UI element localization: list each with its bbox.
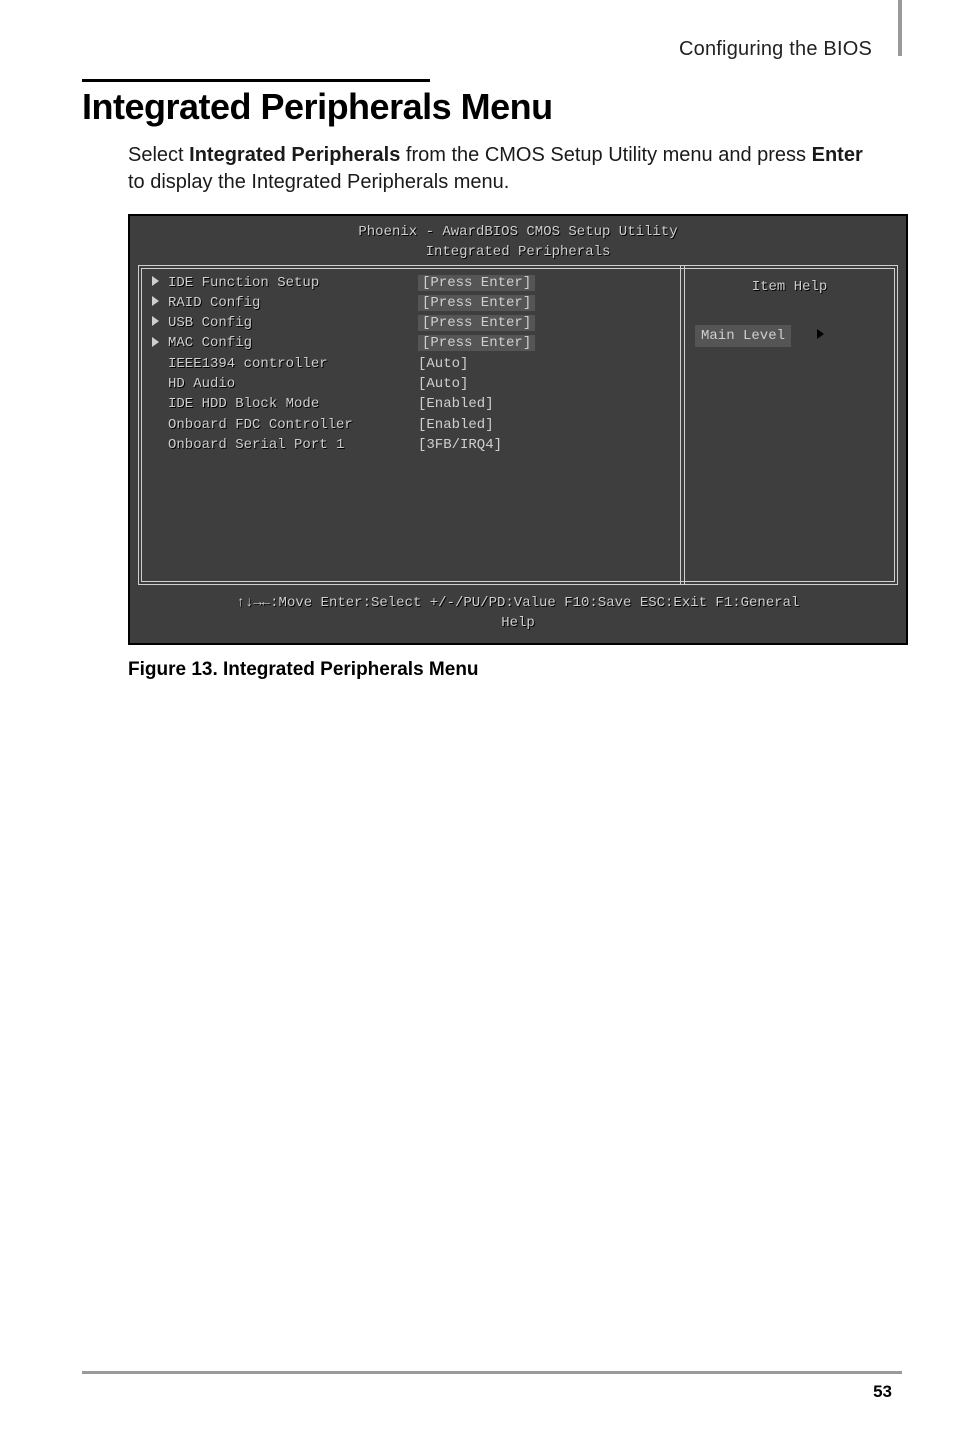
bios-row: Onboard FDC Controller[Enabled] (152, 415, 670, 435)
title-rule (82, 79, 430, 82)
bios-row: RAID Config[Press Enter] (152, 293, 670, 313)
bios-row-value: [Press Enter] (418, 333, 670, 353)
bios-row-label: IDE Function Setup (168, 273, 418, 293)
bios-title-line2: Integrated Peripherals (130, 242, 906, 262)
page: Configuring the BIOS Integrated Peripher… (0, 0, 954, 1432)
intro-text-pre: Select (128, 144, 189, 166)
footer-rule (82, 1371, 902, 1374)
bios-row-label: MAC Config (168, 333, 418, 353)
intro-text-mid: from the CMOS Setup Utility menu and pre… (400, 144, 811, 166)
bios-row-value: [Press Enter] (418, 273, 670, 293)
bios-footer-line2: Help (130, 613, 906, 633)
bios-row: USB Config[Press Enter] (152, 313, 670, 333)
bios-row-arrow (152, 293, 168, 313)
bios-row-arrow (152, 394, 168, 414)
bios-help-pane: Item Help Main Level (680, 265, 898, 585)
bios-row: IDE Function Setup[Press Enter] (152, 273, 670, 293)
triangle-right-icon (152, 296, 159, 306)
chevron-right-icon (817, 329, 824, 339)
bios-row-arrow (152, 435, 168, 455)
bios-row: HD Audio[Auto] (152, 374, 670, 394)
bios-row-value: [Enabled] (418, 415, 670, 435)
bios-row-label: USB Config (168, 313, 418, 333)
bios-row-value: [Auto] (418, 354, 670, 374)
bios-row: IDE HDD Block Mode[Enabled] (152, 394, 670, 414)
bios-row-value: [Auto] (418, 374, 670, 394)
bios-row-arrow (152, 313, 168, 333)
bios-frame: IDE Function Setup[Press Enter]RAID Conf… (138, 265, 898, 585)
figure-caption: Figure 13. Integrated Peripherals Menu (128, 659, 872, 681)
intro-bold-2: Enter (812, 144, 863, 166)
bios-item-help-title: Item Help (691, 277, 888, 297)
bios-row-value: [3FB/IRQ4] (418, 435, 670, 455)
bios-row-value: [Enabled] (418, 394, 670, 414)
bios-footer-line1: ↑↓→←:Move Enter:Select +/-/PU/PD:Value F… (130, 593, 906, 613)
intro-paragraph: Select Integrated Peripherals from the C… (128, 142, 872, 196)
triangle-right-icon (152, 316, 159, 326)
bios-left-pane: IDE Function Setup[Press Enter]RAID Conf… (138, 265, 680, 585)
section-header: Configuring the BIOS (82, 38, 872, 61)
bios-main-level-label: Main Level (695, 325, 791, 347)
page-title: Integrated Peripherals Menu (82, 86, 872, 128)
bios-row-arrow (152, 415, 168, 435)
bios-title: Phoenix - AwardBIOS CMOS Setup Utility I… (130, 216, 906, 265)
bios-footer: ↑↓→←:Move Enter:Select +/-/PU/PD:Value F… (130, 585, 906, 644)
bios-row-value: [Press Enter] (418, 313, 670, 333)
bios-main-level-row: Main Level (691, 325, 888, 347)
bios-row-arrow (152, 374, 168, 394)
bios-row-label: Onboard FDC Controller (168, 415, 418, 435)
bios-row-arrow (152, 333, 168, 353)
triangle-right-icon (152, 337, 159, 347)
intro-bold-1: Integrated Peripherals (189, 144, 400, 166)
bios-row: MAC Config[Press Enter] (152, 333, 670, 353)
triangle-right-icon (152, 276, 159, 286)
bios-row-arrow (152, 273, 168, 293)
bios-row-label: HD Audio (168, 374, 418, 394)
page-number: 53 (873, 1382, 892, 1402)
bios-title-line1: Phoenix - AwardBIOS CMOS Setup Utility (130, 222, 906, 242)
bios-screenshot: Phoenix - AwardBIOS CMOS Setup Utility I… (128, 214, 908, 645)
bios-row-value: [Press Enter] (418, 293, 670, 313)
bios-row-arrow (152, 354, 168, 374)
bios-row-label: IDE HDD Block Mode (168, 394, 418, 414)
bios-row-label: Onboard Serial Port 1 (168, 435, 418, 455)
bios-row: Onboard Serial Port 1[3FB/IRQ4] (152, 435, 670, 455)
header-accent-bar (898, 0, 902, 56)
bios-row-label: IEEE1394 controller (168, 354, 418, 374)
bios-row-label: RAID Config (168, 293, 418, 313)
bios-row: IEEE1394 controller[Auto] (152, 354, 670, 374)
intro-text-post: to display the Integrated Peripherals me… (128, 171, 509, 193)
